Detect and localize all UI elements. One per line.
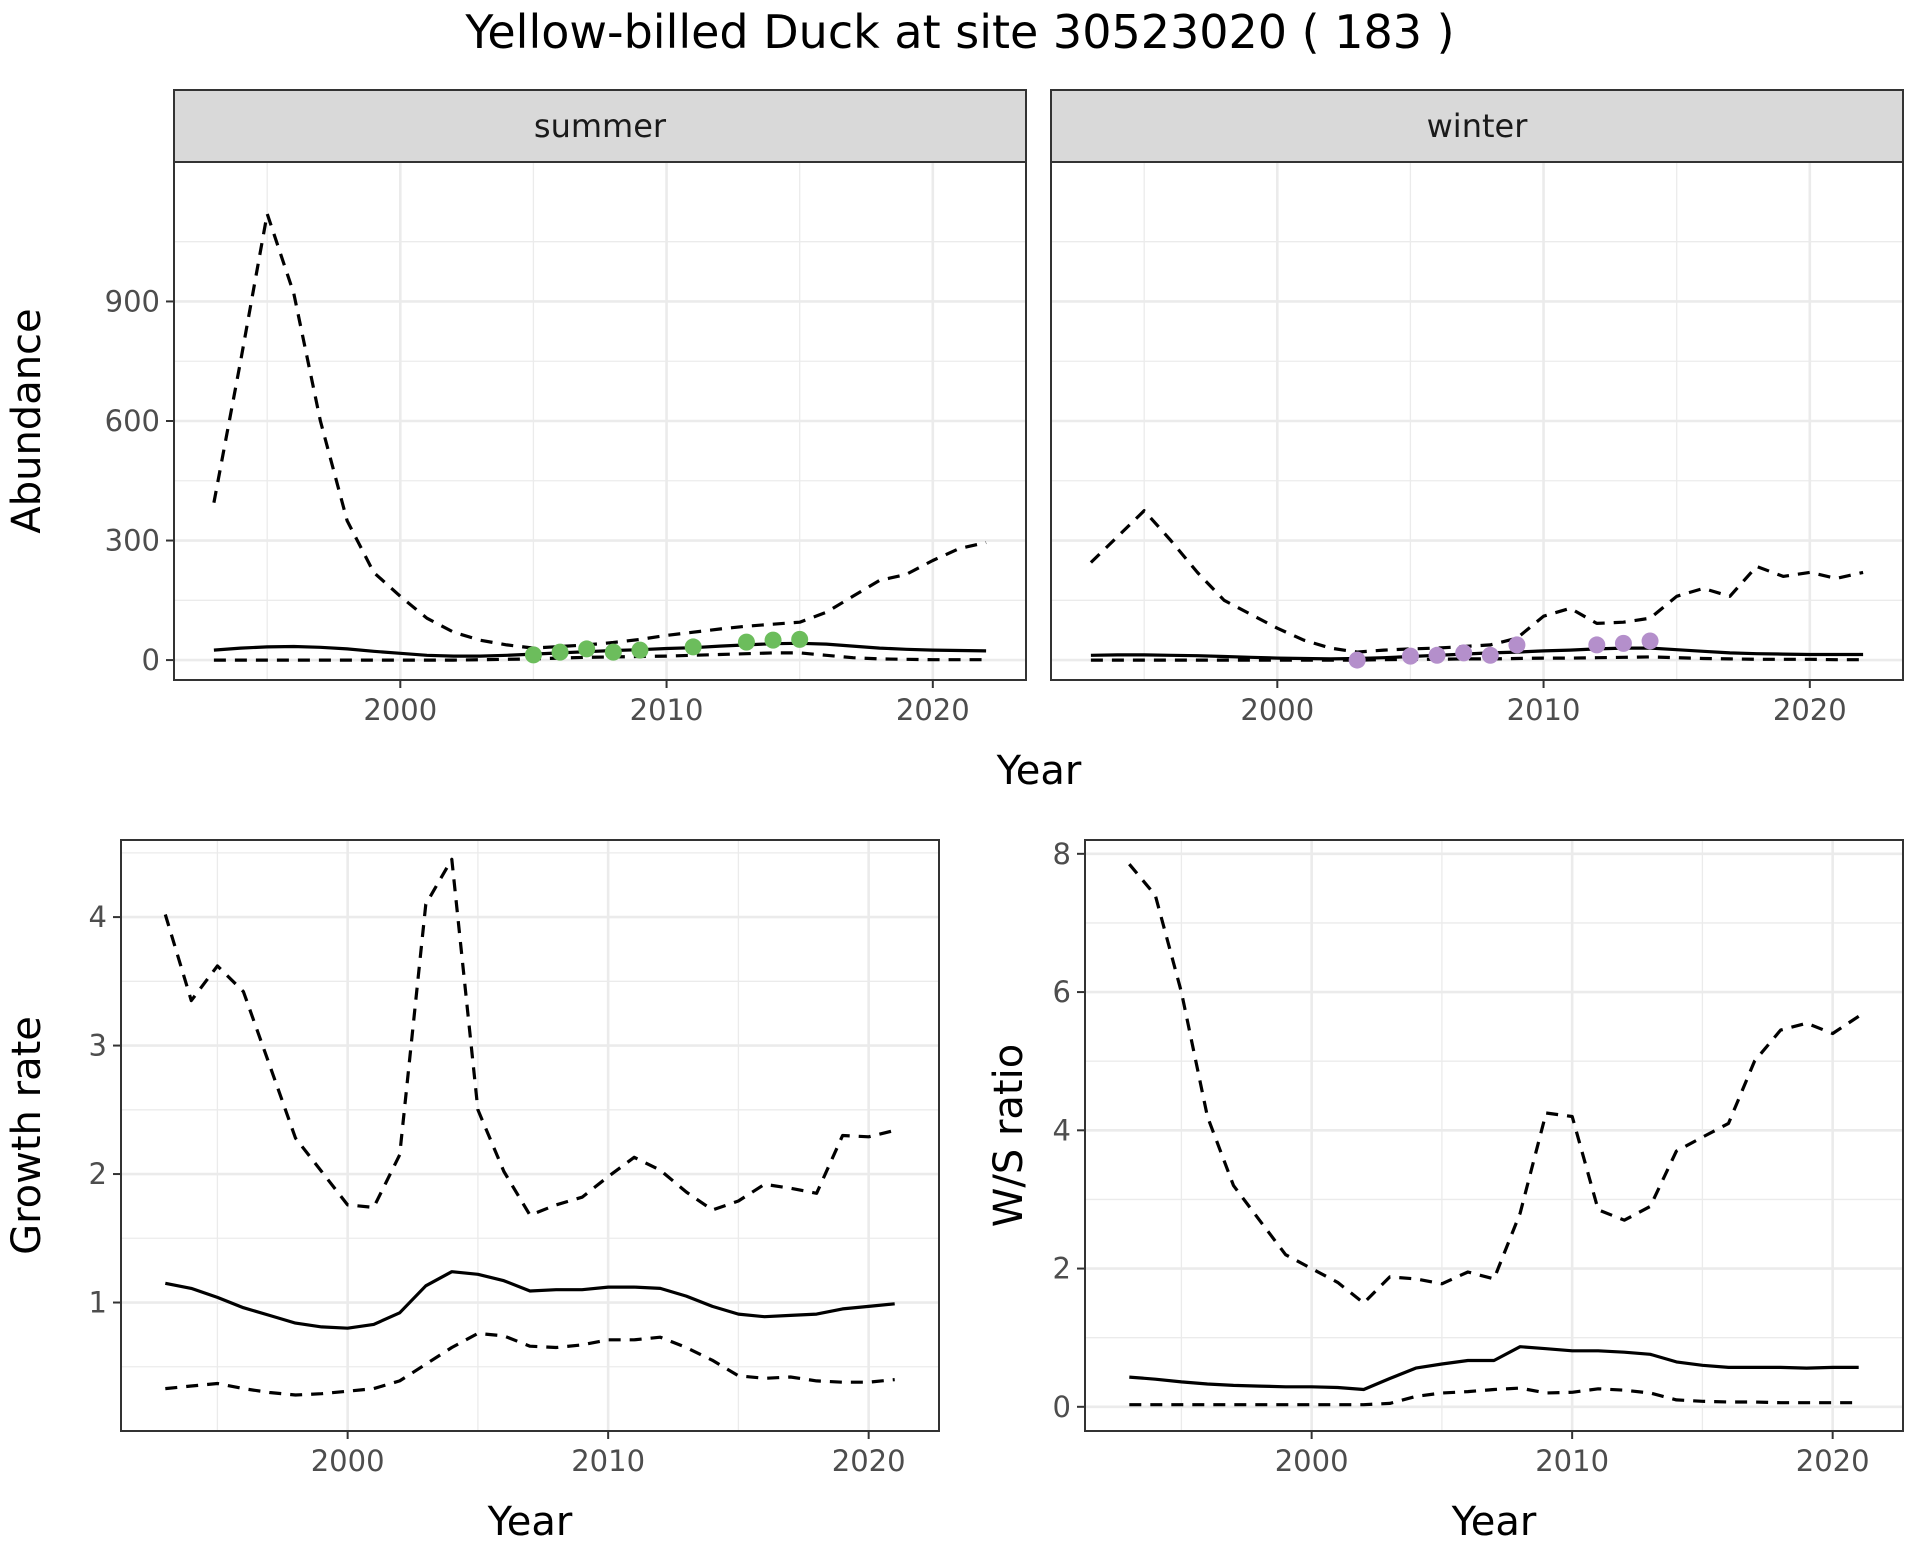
x-tick-label: 2000 [311,1444,385,1478]
x-axis-title: Year [487,1499,573,1545]
data-point [1641,632,1659,650]
y-tick-label: 0 [142,643,160,677]
data-point [1455,644,1473,662]
data-point [1614,634,1632,652]
y-axis-title: Growth rate [4,1016,50,1255]
y-axis-title: W/S ratio [986,1044,1032,1227]
data-point [737,633,755,651]
x-tick-label: 2020 [832,1444,906,1478]
winter-panel: winter 2000 2010 2020 [1050,89,1904,727]
panel-border [120,839,940,1432]
series-line-bound [1089,509,1864,654]
y-tick-label: 4 [89,900,107,934]
series-line-bound [1128,863,1860,1305]
data-point [1348,651,1366,669]
x-tick-label: 2010 [630,693,704,727]
y-tick-label: 600 [105,404,160,438]
series-line-estimate [1129,1345,1859,1392]
data-point [1508,636,1526,654]
data-point [551,643,569,661]
data-point [1588,636,1606,654]
data-point [764,631,782,649]
data-point [1428,646,1446,664]
y-tick-label: 900 [105,284,160,318]
series-line-bound [163,857,896,1217]
data-point [524,646,542,664]
x-tick-label: 2010 [1535,1444,1609,1478]
x-tick-label: 2010 [571,1444,645,1478]
x-axis-title: Year [1451,1499,1537,1545]
series-line-estimate [213,641,987,658]
y-tick-label: 2 [1053,1252,1071,1286]
y-tick-label: 0 [1053,1390,1071,1424]
series-line-bound [212,212,987,650]
series-line-bound [165,1331,895,1397]
chart-title: Yellow-billed Duck at site 30523020 ( 18… [464,5,1454,59]
x-tick-label: 2020 [896,693,970,727]
data-point [791,630,809,648]
x-tick-label: 2010 [1507,693,1581,727]
y-tick-label: 2 [89,1157,107,1191]
x-tick-label: 2000 [363,693,437,727]
data-point [684,638,702,656]
ratio-panel: 2000 2010 2020 0 2 4 6 8 Year W/S ratio [986,837,1904,1545]
summer-panel: summer 2000 2010 2020 0 300 600 900 Abundance [4,89,1027,727]
x-tick-label: 2000 [1240,693,1314,727]
series-line-bound [1090,655,1864,662]
y-tick-label: 3 [89,1029,107,1063]
strip-background [173,89,1027,163]
series-line-bound [213,651,987,662]
strip-label: winter [1427,107,1529,145]
data-point [578,640,596,658]
data-point [604,643,622,661]
panel-border [1084,839,1904,1432]
y-tick-label: 6 [1053,975,1071,1009]
x-tick-label: 2020 [1773,693,1847,727]
x-tick-label: 2020 [1796,1444,1870,1478]
series-line-estimate [1090,646,1864,661]
y-tick-label: 300 [105,524,160,558]
strip-label: summer [534,107,667,145]
y-axis-title: Abundance [4,308,50,533]
series-line-bound [1129,1386,1859,1407]
data-point [1481,646,1499,664]
y-tick-label: 4 [1053,1113,1071,1147]
data-point [631,641,649,659]
growth-panel: 2000 2010 2020 1 2 3 4 Year Growth rate [4,839,940,1545]
shared-x-axis-title: Year [996,748,1082,794]
data-point [1401,647,1419,665]
y-tick-label: 8 [1053,837,1071,871]
strip-background [1050,89,1904,163]
series-line-estimate [164,1270,895,1330]
y-tick-label: 1 [89,1286,107,1320]
x-tick-label: 2000 [1275,1444,1349,1478]
